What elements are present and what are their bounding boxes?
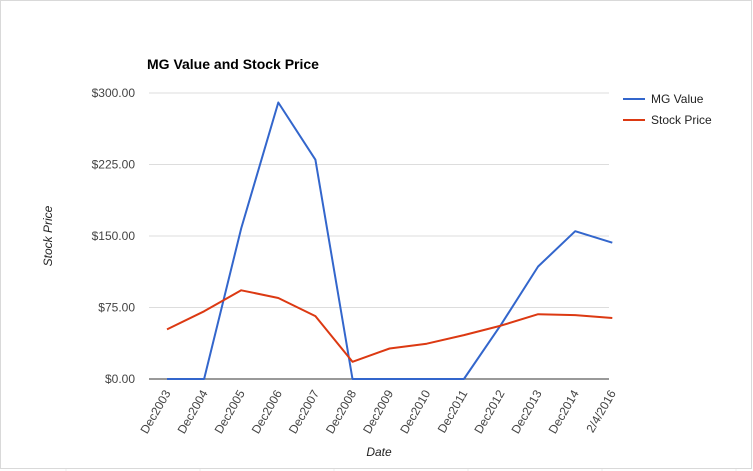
x-tick-label: Dec2014 [546,387,582,436]
y-tick-label: $75.00 [98,301,135,315]
legend-label: Stock Price [651,113,712,127]
chart-title: MG Value and Stock Price [147,56,319,72]
series-line-mg-value [167,101,613,380]
x-tick-label: 2/4/2016 [583,387,619,435]
x-tick-label: Dec2010 [397,387,433,436]
x-tick-label: Dec2008 [323,387,359,436]
x-tick-label: Dec2012 [471,387,507,436]
x-tick-label: Dec2006 [249,387,285,436]
legend-label: MG Value [651,92,704,106]
y-axis-title: Stock Price [41,205,55,266]
series-lines [166,101,613,380]
x-tick-label: Dec2004 [175,387,211,436]
x-axis-title: Date [366,445,392,459]
y-tick-label: $300.00 [92,86,136,100]
x-tick-label: Dec2005 [212,387,248,436]
x-tick-label: Dec2003 [137,387,173,436]
x-axis-tick-labels: Dec2003 Dec2004 Dec2005 Dec2006 Dec2007 Dec20… [137,387,619,436]
y-tick-label: $0.00 [105,372,135,386]
y-tick-label: $150.00 [92,229,136,243]
x-tick-label: Dec2013 [509,387,545,436]
y-tick-label: $225.00 [92,158,136,172]
y-axis-tick-labels: $0.00 $75.00 $150.00 $225.00 $300.00 [92,86,136,386]
gridlines [149,92,609,308]
x-tick-label: Dec2009 [360,387,396,436]
x-tick-label: Dec2011 [435,387,471,435]
series-line-stock-price [166,289,613,363]
x-tick-label: Dec2007 [286,387,322,436]
legend[interactable]: MG Value Stock Price [623,92,712,127]
